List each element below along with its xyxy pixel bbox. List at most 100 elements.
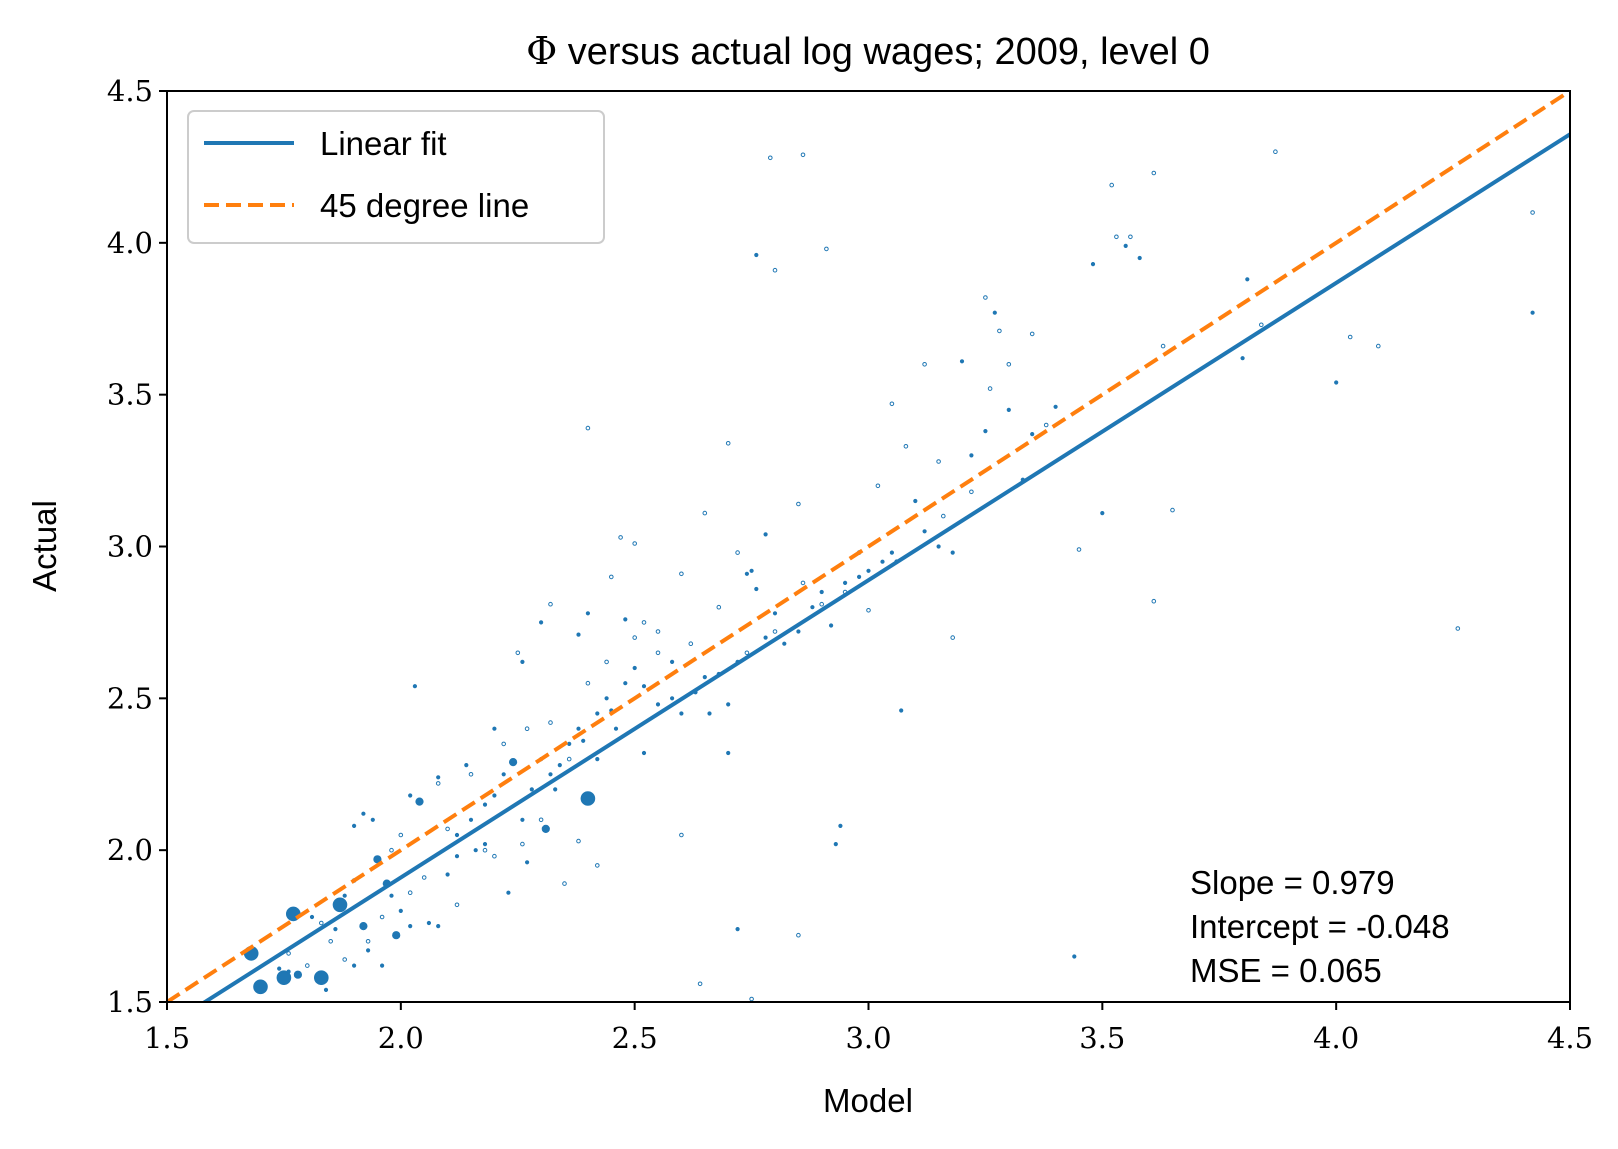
data-point <box>342 957 348 962</box>
data-point <box>655 702 661 707</box>
data-point <box>482 802 488 807</box>
data-point <box>992 310 997 315</box>
data-point <box>286 951 291 956</box>
data-point <box>548 601 553 607</box>
data-point <box>800 580 806 586</box>
data-point <box>604 696 609 701</box>
data-point <box>468 772 474 777</box>
data-point <box>585 680 591 686</box>
data-point <box>286 969 291 974</box>
data-point <box>922 362 927 367</box>
chart-title: Φ versus actual log wages; 2009, level 0 <box>526 29 1210 73</box>
data-points <box>243 149 1535 1002</box>
data-point <box>595 756 600 762</box>
data-point <box>1114 234 1119 240</box>
y-tick-label: 2.5 <box>107 681 153 715</box>
data-point <box>875 483 881 489</box>
data-point <box>922 529 927 534</box>
data-point <box>548 720 553 725</box>
data-point <box>707 711 712 716</box>
data-point <box>520 659 525 665</box>
data-point <box>408 923 413 929</box>
data-point <box>392 931 401 940</box>
data-point <box>959 359 965 364</box>
data-point <box>398 832 404 838</box>
x-tick-label: 4.0 <box>1313 1021 1359 1055</box>
data-point <box>524 726 530 732</box>
legend-label-45-degree-line: 45 degree line <box>320 187 529 224</box>
data-point <box>332 897 348 913</box>
x-tick-label: 4.5 <box>1547 1021 1593 1055</box>
data-point <box>1090 262 1096 267</box>
data-point <box>1376 343 1381 349</box>
y-tick-label: 4.5 <box>107 74 153 108</box>
intercept-annotation: Intercept = -0.048 <box>1190 908 1450 945</box>
data-point <box>679 571 684 577</box>
data-point <box>1240 356 1245 361</box>
data-point <box>412 684 418 689</box>
data-point <box>763 532 768 537</box>
data-point <box>389 847 394 853</box>
data-point <box>277 966 282 971</box>
data-point <box>1455 626 1461 631</box>
data-point <box>1043 422 1049 428</box>
data-point <box>415 797 424 806</box>
data-point <box>941 513 946 519</box>
data-point <box>702 674 707 680</box>
y-tick-label: 2.0 <box>107 833 153 867</box>
45-degree-line <box>167 91 1570 1002</box>
legend: Linear fit 45 degree line <box>187 110 605 244</box>
data-point <box>997 328 1002 334</box>
data-point <box>618 535 623 540</box>
data-point <box>983 429 988 434</box>
data-point <box>641 620 647 625</box>
data-point <box>576 726 581 731</box>
data-point <box>1123 243 1128 248</box>
data-point <box>754 586 759 592</box>
data-point <box>716 604 722 610</box>
data-point <box>632 541 638 546</box>
data-point <box>1029 331 1035 337</box>
data-point <box>1151 598 1157 604</box>
data-point <box>796 932 801 938</box>
data-point <box>1137 255 1142 261</box>
data-point <box>585 425 591 431</box>
data-point <box>454 832 460 838</box>
data-point <box>702 510 708 516</box>
data-point <box>380 963 385 968</box>
linear-fit-line <box>201 132 1570 1002</box>
data-point <box>379 914 385 920</box>
data-point <box>735 550 740 555</box>
data-point <box>969 489 974 495</box>
data-point <box>595 711 600 716</box>
data-point <box>754 252 759 258</box>
data-point <box>333 926 338 932</box>
data-point <box>553 787 558 792</box>
data-point <box>763 635 768 640</box>
x-tick-label: 3.5 <box>1079 1021 1125 1055</box>
data-point <box>352 963 357 968</box>
data-point <box>482 841 488 847</box>
data-point <box>744 650 750 656</box>
data-point <box>319 920 324 926</box>
data-point <box>772 611 778 616</box>
data-point <box>365 939 371 944</box>
data-point <box>744 571 750 576</box>
data-point <box>1030 432 1035 437</box>
data-point <box>482 847 488 853</box>
data-point <box>819 601 825 607</box>
data-point <box>1170 507 1175 513</box>
data-point <box>580 791 596 806</box>
data-point <box>407 890 413 896</box>
y-tick-label: 1.5 <box>107 985 153 1019</box>
data-point <box>473 848 478 853</box>
data-point <box>436 923 441 929</box>
data-point <box>950 550 955 555</box>
data-point <box>421 875 427 880</box>
data-point <box>408 793 413 798</box>
data-point <box>613 726 619 731</box>
data-point <box>529 787 534 792</box>
data-point <box>566 756 572 762</box>
data-point <box>328 939 334 944</box>
